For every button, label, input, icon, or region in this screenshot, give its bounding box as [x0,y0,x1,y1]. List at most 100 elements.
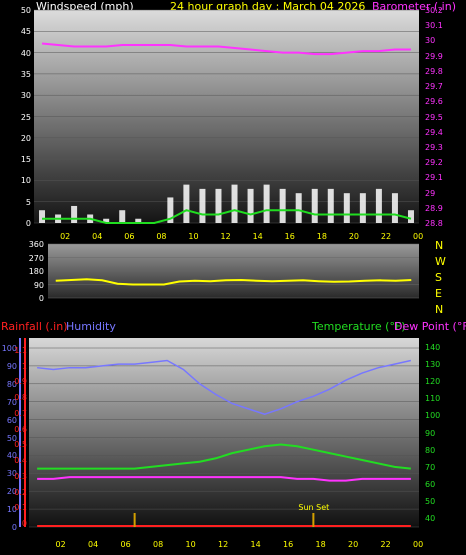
wind-direction-line [55,278,412,286]
x-tick-bottom: 18 [315,540,326,549]
wind-y-tick: 10 [20,176,31,186]
compass-e: E [435,287,442,300]
rain-y-tick: 1 [21,361,27,371]
x-tick-bottom: 02 [55,540,66,549]
dewpoint-line [37,476,411,482]
compass-w: W [435,255,446,268]
x-tick-top: 06 [124,232,135,241]
x-tick-bottom: 14 [250,540,261,549]
average-wind-line [42,209,412,224]
baro-y-tick: 29 [425,188,436,198]
rain-y-tick: 1.1 [14,346,27,355]
rain-y-tick: 0.5 [14,440,27,450]
wind-y-tick: 35 [20,69,31,79]
baro-y-tick: 29.4 [425,127,443,137]
x-tick-bottom: 12 [218,540,229,549]
x-tick-bottom: 20 [348,540,359,549]
temp-y-tick: 40 [425,514,436,524]
x-tick-top: 04 [92,232,103,241]
direction-y-tick: 90 [33,280,44,290]
baro-y-tick: 29.5 [425,112,443,122]
compass-n-top: N [435,239,444,252]
x-tick-bottom: 00 [413,540,424,549]
baro-y-tick: 30.2 [425,6,443,15]
baro-y-tick: 30 [425,36,436,46]
baro-y-tick: 29.1 [425,173,443,183]
barometer-line [41,42,411,56]
humidity-y-tick: 80 [6,379,17,389]
x-tick-top: 10 [188,232,199,241]
rainfall-axis-label: Rainfall (.in) [1,320,68,333]
humidity-y-tick: 0 [11,523,17,532]
temperature-line [37,443,411,470]
humidity-y-tick: 70 [6,397,17,407]
wind-y-tick: 50 [20,6,31,15]
rain-y-tick: 0.9 [14,377,27,387]
baro-y-tick: 29.6 [425,97,443,107]
humidity-axis-label: Humidity [66,320,116,333]
baro-y-tick: 29.3 [425,142,443,152]
temp-y-tick: 80 [425,445,436,455]
temp-y-tick: 110 [425,394,441,404]
temperature-axis-label: Temperature (°F) [312,320,406,333]
rain-y-tick: 0.1 [14,503,27,513]
temp-y-tick: 50 [425,497,436,507]
temp-y-tick: 100 [425,411,441,421]
x-tick-bottom: 16 [283,540,294,549]
direction-y-tick: 180 [28,267,44,276]
rain-y-tick: 0.7 [14,408,27,418]
wind-y-tick: 20 [20,133,31,143]
compass-n-bottom: N [435,303,444,316]
x-tick-top: 16 [284,232,295,241]
temp-y-tick: 130 [425,359,441,369]
x-tick-bottom: 04 [88,540,99,549]
rain-y-tick: 0.8 [14,393,27,403]
temp-y-tick: 140 [425,342,441,352]
dewpoint-axis-label: Dew Point (°F) [394,320,466,333]
compass-s: S [435,271,442,284]
x-tick-bottom: 10 [185,540,196,549]
humidity-y-tick: 40 [6,451,17,461]
direction-y-tick: 360 [28,240,44,249]
rain-y-tick: 0.2 [14,487,27,497]
wind-y-tick: 25 [20,112,31,122]
x-tick-top: 20 [348,232,360,241]
windspeed-axis-label: Windspeed (mph) [36,0,134,13]
humidity-y-tick: 100 [1,344,17,353]
baro-y-tick: 28.9 [425,203,443,213]
baro-y-tick: 28.8 [425,219,443,228]
rain-y-tick: 0.3 [14,471,27,481]
wind-y-tick: 40 [20,48,31,58]
humidity-line [37,359,412,416]
temp-y-tick: 120 [425,376,441,386]
humidity-temp-plot-area [29,338,419,527]
humidity-y-tick: 90 [6,361,17,371]
humidity-y-tick: 60 [6,415,17,425]
x-tick-bottom: 06 [120,540,131,549]
humidity-y-tick: 20 [6,487,17,497]
temp-y-tick: 90 [425,428,436,438]
baro-y-tick: 29.9 [425,51,443,61]
x-tick-bottom: 08 [153,540,164,549]
baro-y-tick: 29.8 [425,66,443,76]
x-tick-top: 22 [380,232,392,241]
humidity-y-tick: 30 [6,469,17,479]
temp-y-tick: 70 [425,462,436,472]
x-tick-top: 08 [156,232,167,241]
temp-y-tick: 60 [425,480,436,490]
x-tick-top: 18 [316,232,327,241]
barometer-axis-label: Barometer (.in) [372,0,456,13]
x-tick-top: 02 [60,232,71,241]
sunset-label: Sun Set [298,503,330,512]
wind-y-tick: 15 [20,155,31,165]
x-tick-top: 12 [220,232,231,241]
chart-title: 24 hour graph day : March 04 2026 [170,0,366,13]
baro-y-tick: 30.1 [425,21,443,31]
rain-y-tick: 0 [21,519,27,528]
wind-y-tick: 45 [20,27,31,37]
x-tick-top: 14 [252,232,263,241]
rain-y-tick: 0.6 [14,424,27,434]
x-tick-top: 00 [413,232,424,241]
humidity-y-tick: 10 [6,505,17,515]
